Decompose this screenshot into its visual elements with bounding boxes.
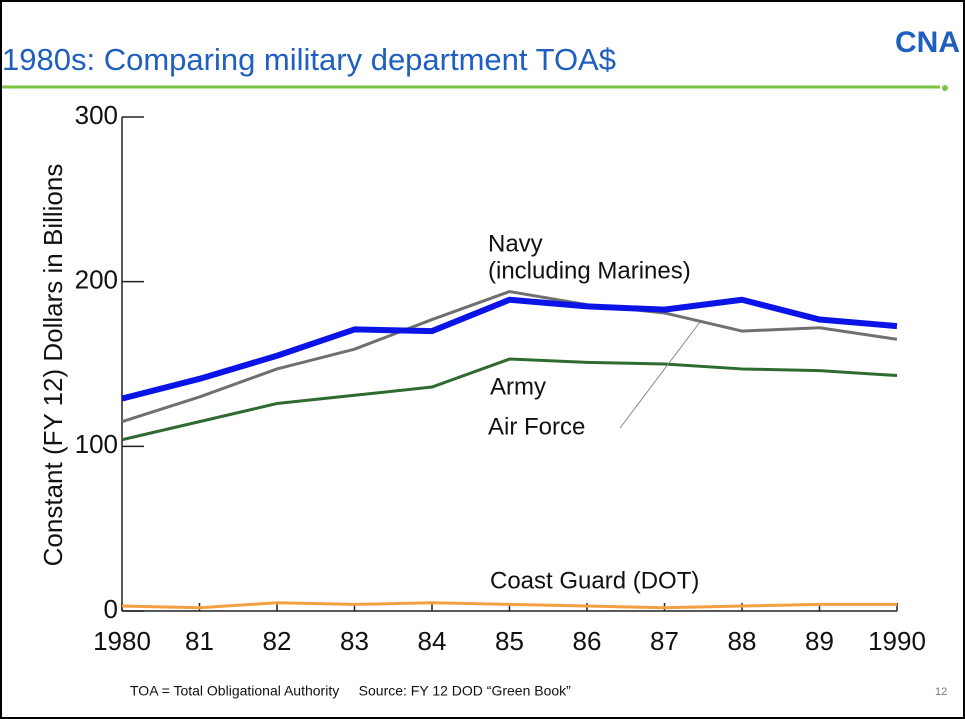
x-tick-label: 1990: [868, 626, 926, 656]
y-tick-label: 200: [75, 265, 118, 295]
page-number: 12: [935, 686, 947, 698]
x-tick-label: 85: [495, 626, 524, 656]
chart-title: 1980s: Comparing military department TOA…: [2, 42, 616, 77]
annotation: (including Marines): [488, 257, 691, 284]
logo: CNA: [895, 26, 960, 59]
x-tick-label: 88: [728, 626, 757, 656]
y-tick-label: 300: [75, 100, 118, 130]
x-tick-label: 87: [650, 626, 679, 656]
x-tick-label: 83: [340, 626, 369, 656]
y-tick-label: 0: [104, 594, 118, 624]
x-tick-label: 82: [263, 626, 292, 656]
series-line: [121, 296, 898, 402]
series-line: [121, 357, 898, 442]
rule-dot: [942, 85, 948, 91]
x-tick-label: 86: [573, 626, 602, 656]
y-tick-label: 100: [75, 429, 118, 459]
series-label: Coast Guard (DOT): [490, 567, 699, 594]
y-axis-label: Constant (FY 12) Dollars in Billions: [38, 164, 68, 567]
series-label: Navy: [488, 230, 543, 257]
footnote: TOA = Total Obligational Authority Sourc…: [130, 683, 571, 699]
x-tick-label: 1980: [93, 626, 151, 656]
leader-line: [619, 321, 701, 429]
x-tick-label: 89: [805, 626, 834, 656]
x-tick-label: 81: [185, 626, 214, 656]
series-line: [121, 601, 897, 610]
x-tick-label: 84: [418, 626, 447, 656]
series-label: Army: [490, 373, 546, 400]
series-line: [121, 290, 898, 424]
series-label: Air Force: [488, 413, 585, 440]
